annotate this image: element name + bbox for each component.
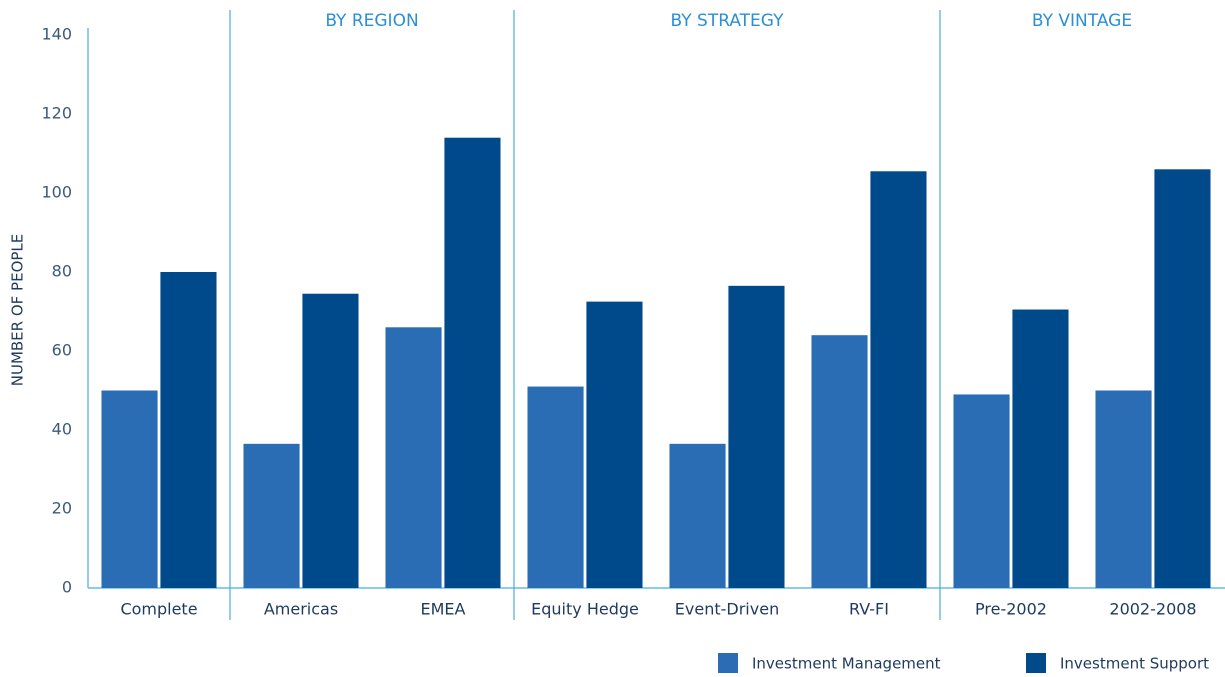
bar bbox=[669, 443, 726, 588]
bar bbox=[101, 390, 158, 588]
bar bbox=[385, 327, 442, 588]
group-header: BY STRATEGY bbox=[671, 11, 785, 31]
bar bbox=[302, 293, 359, 588]
x-tick-label: Equity Hedge bbox=[531, 600, 639, 619]
y-tick-label: 40 bbox=[52, 420, 72, 439]
legend-swatch bbox=[1026, 653, 1046, 673]
x-tick-label: 2002-2008 bbox=[1109, 600, 1196, 619]
bar bbox=[1095, 390, 1152, 588]
bar bbox=[728, 285, 785, 588]
bar bbox=[811, 335, 868, 588]
group-header: BY REGION bbox=[325, 11, 418, 31]
y-tick-label: 100 bbox=[41, 183, 72, 202]
legend-label: Investment Management bbox=[752, 655, 941, 673]
legend-swatch bbox=[718, 653, 738, 673]
y-tick-label: 140 bbox=[41, 25, 72, 44]
bar bbox=[1154, 169, 1211, 589]
x-tick-label: Americas bbox=[264, 600, 338, 619]
bar bbox=[953, 394, 1010, 588]
y-tick-label: 80 bbox=[52, 262, 72, 281]
bar bbox=[527, 386, 584, 588]
y-tick-label: 60 bbox=[52, 341, 72, 360]
bar bbox=[243, 443, 300, 588]
x-tick-label: EMEA bbox=[421, 600, 466, 619]
x-tick-label: RV-FI bbox=[849, 600, 889, 619]
x-tick-label: Pre-2002 bbox=[975, 600, 1047, 619]
bar bbox=[1012, 309, 1069, 588]
y-axis-label: NUMBER OF PEOPLE bbox=[9, 234, 27, 387]
group-header: BY VINTAGE bbox=[1032, 11, 1132, 31]
y-tick-label: 120 bbox=[41, 104, 72, 123]
y-tick-label: 20 bbox=[52, 499, 72, 518]
bar bbox=[160, 272, 217, 588]
bar bbox=[444, 137, 501, 588]
y-tick-label: 0 bbox=[62, 578, 72, 597]
x-tick-label: Event-Driven bbox=[675, 600, 779, 619]
x-tick-label: Complete bbox=[120, 600, 197, 619]
bar bbox=[586, 301, 643, 588]
legend-label: Investment Support bbox=[1060, 655, 1209, 673]
bar bbox=[870, 171, 927, 588]
